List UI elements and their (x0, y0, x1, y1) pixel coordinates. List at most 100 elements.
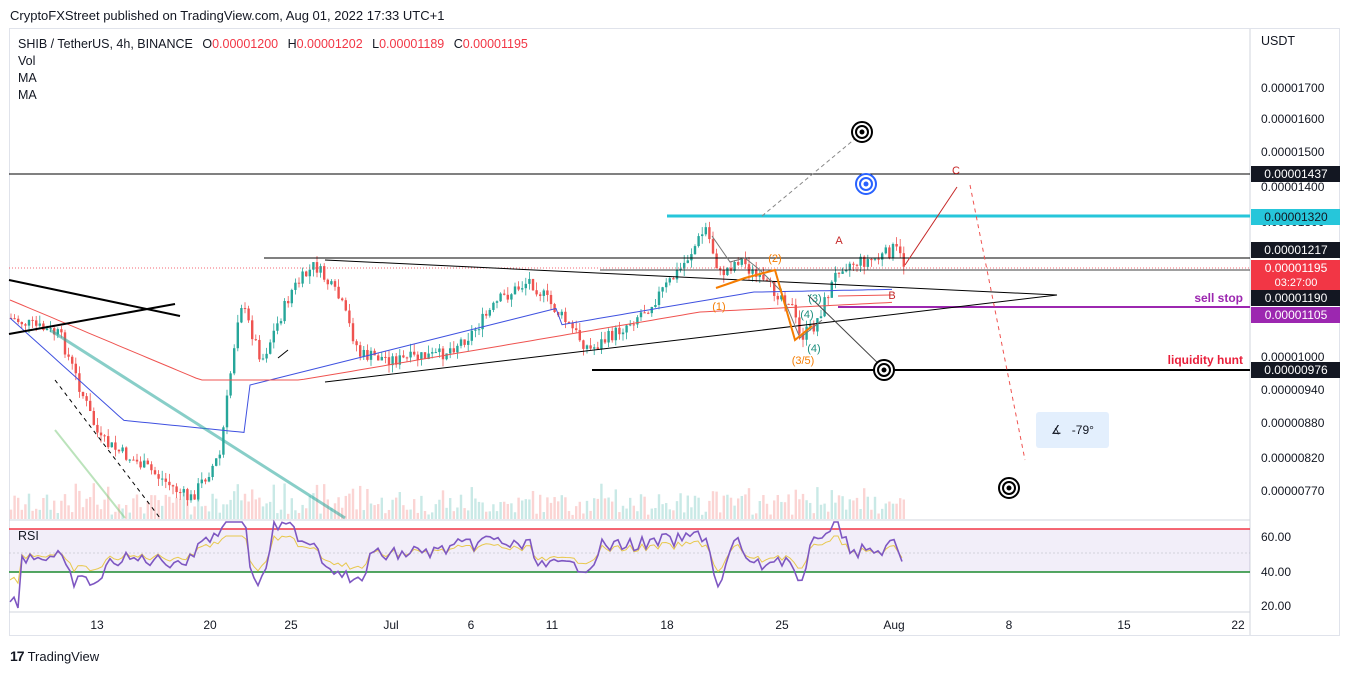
volume-bar (315, 484, 319, 519)
candle-body (801, 333, 805, 340)
volume-bar (740, 495, 743, 519)
volume-bar (24, 504, 27, 519)
candle-body (830, 281, 833, 298)
candle-body (168, 481, 171, 486)
volume-bar (276, 513, 279, 519)
candle-body (251, 320, 254, 340)
candle-body (722, 269, 725, 276)
trendline-teal (49, 328, 346, 520)
candle-body (85, 396, 88, 401)
candle-body (456, 345, 459, 353)
candle-body (78, 373, 81, 392)
symbol-label[interactable]: SHIB / TetherUS, 4h, BINANCE (18, 37, 193, 51)
volume-bar (535, 513, 538, 519)
candle-body (362, 349, 365, 357)
volume-bar (359, 485, 362, 519)
volume-bar (409, 509, 412, 519)
candle-body (596, 347, 599, 349)
price-label-box (1251, 362, 1340, 378)
candle-body (737, 262, 740, 265)
candle-body (351, 323, 355, 342)
volume-bar (719, 512, 722, 519)
volume-bar (362, 510, 365, 519)
volume-bar (600, 483, 603, 519)
triangle-lower (324, 294, 1058, 383)
volume-bar (427, 514, 430, 519)
candle-body (513, 286, 517, 295)
candle-body (387, 357, 391, 366)
low-key: L (372, 37, 380, 51)
indicator-ma-2[interactable]: MA (18, 88, 37, 102)
volume-bar (528, 499, 531, 519)
candle-body (438, 348, 441, 353)
candle-body (895, 243, 898, 247)
candle-body (485, 313, 488, 316)
volume-bar (812, 513, 815, 519)
candle-body (337, 286, 340, 299)
volume-bar (38, 509, 41, 519)
candle-body (773, 281, 776, 296)
rsi-band (9, 529, 1250, 572)
volume-bar (384, 513, 387, 519)
volume-bar (542, 512, 545, 519)
candle-body (531, 278, 535, 291)
volume-bar (402, 505, 405, 519)
volume-bar (816, 487, 819, 519)
candle-body (161, 478, 164, 480)
candle-body (477, 329, 481, 331)
volume-bar (899, 498, 902, 519)
candle-body (650, 306, 653, 314)
candle-body (809, 324, 812, 327)
y-tick-label: 0.00001000 (1261, 350, 1325, 364)
currency-label: USDT (1261, 34, 1296, 48)
volume-bar (794, 489, 797, 519)
indicator-vol[interactable]: Vol (18, 54, 36, 68)
volume-bar (326, 499, 329, 519)
volume-bar (625, 508, 628, 519)
angle-tool-label[interactable]: ∡ -79° (1036, 412, 1109, 448)
candle-body (701, 234, 704, 237)
candle-body (686, 260, 689, 263)
candle-body (330, 281, 333, 285)
candle-body (431, 352, 434, 354)
volume-bar (618, 512, 621, 519)
volume-bar (477, 501, 481, 519)
volume-bar (629, 497, 632, 519)
candle-body (697, 236, 700, 247)
volume-bar (135, 494, 139, 519)
volume-bar (654, 508, 657, 519)
volume-bar (395, 497, 398, 519)
chart-frame[interactable] (9, 28, 1340, 636)
y-tick-label: 0.00001500 (1261, 145, 1325, 159)
candle-body (132, 459, 135, 461)
volume-bar (870, 509, 873, 519)
candle-body (528, 278, 531, 284)
close-value: 0.00001195 (462, 37, 528, 51)
volume-bar (621, 505, 625, 519)
volume-bar (254, 499, 257, 519)
indicator-ma-1[interactable]: MA (18, 71, 37, 85)
candle-body (459, 339, 463, 346)
candle-body (348, 310, 351, 324)
volume-bar (837, 495, 841, 519)
volume-bar (668, 509, 671, 519)
volume-bar (711, 491, 715, 519)
candle-body (63, 332, 67, 355)
candle-body (780, 295, 783, 300)
volume-bar (665, 503, 668, 519)
zigzag-line (711, 235, 823, 339)
wave-4-label: (4) (807, 343, 820, 355)
volume-bar (290, 498, 293, 519)
tradingview-logo[interactable]: 17 TradingView (10, 648, 99, 664)
candle-body (791, 304, 794, 306)
volume-bar (236, 484, 239, 519)
rsi-title[interactable]: RSI (18, 529, 39, 543)
volume-bar (56, 513, 59, 519)
tradingview-logo-text: TradingView (27, 648, 100, 664)
candle-body (657, 291, 661, 306)
candle-body (233, 348, 236, 374)
volume-bar (729, 497, 733, 519)
volume-bar (513, 512, 517, 519)
candle-body (629, 324, 632, 326)
